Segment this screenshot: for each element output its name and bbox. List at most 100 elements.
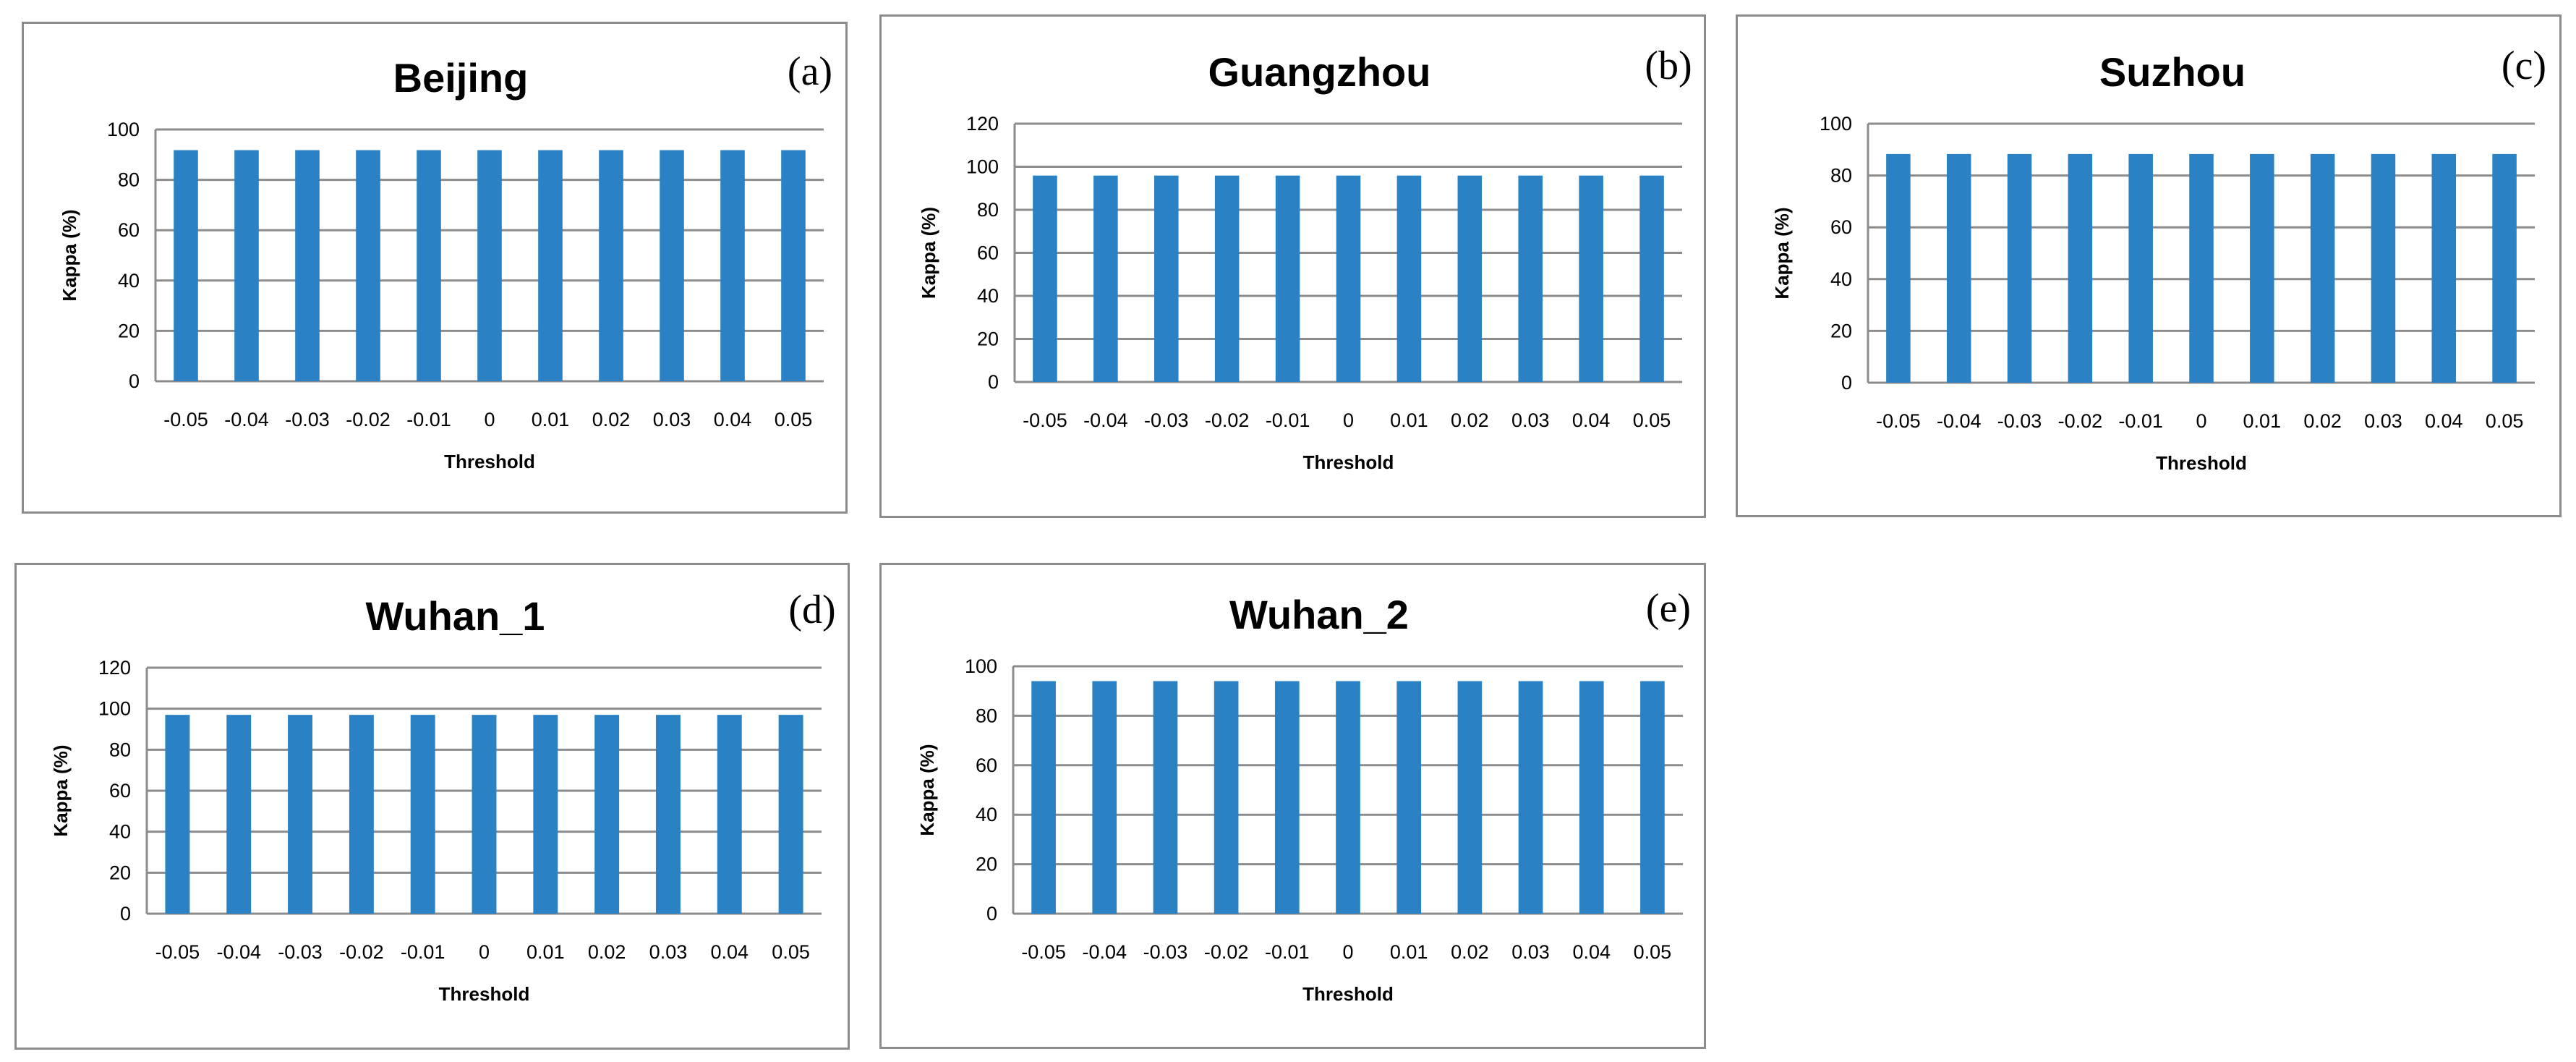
bar	[1579, 681, 1604, 914]
bar	[1275, 175, 1300, 382]
y-tick-label: 80	[118, 169, 140, 191]
x-tick-label: -0.04	[1083, 409, 1128, 431]
chart-svg: Beijing (a) 0 20 40 60 80 100 -0.05 -0.04 -0.03 -0.…	[59, 49, 832, 472]
x-tick-label: -0.01	[401, 941, 445, 963]
x-tick-label: 0	[484, 409, 495, 430]
x-tick-label: 0.05	[1633, 409, 1671, 431]
y-tick-label: 100	[107, 119, 140, 140]
x-tick-label: -0.02	[2058, 410, 2103, 432]
x-tick-label: 0.05	[772, 941, 810, 963]
bar	[1214, 681, 1239, 914]
panel-letter: (e)	[1646, 586, 1691, 631]
y-axis-label: Kappa (%)	[1771, 207, 1793, 299]
bar	[410, 715, 435, 914]
x-tick-label: 0.01	[1390, 409, 1428, 431]
bar	[288, 715, 313, 914]
y-tick-label: 100	[98, 698, 131, 720]
bar	[1640, 681, 1665, 914]
y-tick-label: 80	[109, 739, 131, 760]
y-tick-label: 0	[1841, 372, 1852, 394]
y-tick-label: 20	[118, 320, 140, 341]
bar	[1579, 175, 1603, 382]
y-tick-label: 40	[976, 804, 997, 825]
chart-svg: Guangzhou (b) 0 20 40 60 80 100 120 -0.05 -0.04 -0.…	[918, 43, 1692, 473]
bar	[594, 715, 620, 914]
x-axis-label: Threshold	[1302, 983, 1394, 1005]
bar	[1214, 175, 1240, 382]
y-tick-label: 20	[976, 854, 997, 875]
y-tick-label: 20	[109, 862, 131, 883]
x-tick-label: 0.02	[588, 941, 626, 963]
x-tick-label: -0.05	[1023, 409, 1067, 431]
x-tick-label: 0.05	[1634, 941, 1672, 963]
bar	[2310, 153, 2335, 383]
y-tick-label: 100	[966, 156, 999, 178]
panel-letter: (c)	[2502, 43, 2546, 88]
x-tick-label: -0.04	[216, 941, 261, 963]
x-tick-label: -0.01	[406, 409, 451, 430]
y-tick-label: 0	[986, 903, 997, 925]
bar	[2128, 153, 2153, 383]
x-tick-label: 0.01	[526, 941, 565, 963]
bar	[2250, 153, 2274, 383]
bar	[720, 150, 745, 381]
bar	[2007, 153, 2032, 383]
y-tick-label: 100	[965, 655, 997, 677]
bar	[1092, 681, 1117, 914]
x-tick-label: 0.04	[1572, 409, 1611, 431]
x-tick-label: 0.04	[714, 409, 752, 430]
bar	[226, 715, 252, 914]
chart-svg: Suzhou (c) 0 20 40 60 80 100 -0.05 -0.04 -0.03 -0.0…	[1771, 43, 2546, 474]
y-axis-label: Kappa (%)	[918, 207, 939, 299]
x-tick-label: 0	[1342, 941, 1353, 963]
x-tick-label: 0.03	[649, 941, 688, 963]
chart-panel-d: Wuhan_1 (d) 0 20 40 60 80 100 120 -0.05 -0.04 -0.03…	[14, 563, 850, 1050]
bar	[472, 715, 497, 914]
bar	[1153, 681, 1178, 914]
x-axis-label: Threshold	[2156, 452, 2247, 474]
bar	[1336, 681, 1360, 914]
bar	[2431, 153, 2457, 383]
y-tick-label: 0	[120, 903, 131, 925]
bar	[1457, 175, 1483, 382]
bar	[1396, 681, 1422, 914]
x-tick-label: 0	[1343, 409, 1354, 431]
bar	[1093, 175, 1118, 382]
x-tick-label: -0.01	[1266, 409, 1310, 431]
bar	[477, 150, 502, 381]
x-tick-label: 0.02	[2303, 410, 2342, 432]
chart-svg: Wuhan_1 (d) 0 20 40 60 80 100 120 -0.05 -0.04 -0.03…	[50, 587, 836, 1005]
x-tick-label: 0.02	[1451, 409, 1489, 431]
x-axis-label: Threshold	[1303, 451, 1394, 473]
y-tick-label: 0	[129, 370, 140, 392]
y-tick-label: 60	[977, 242, 999, 264]
x-tick-label: -0.02	[339, 941, 384, 963]
x-tick-label: 0.03	[653, 409, 691, 430]
x-tick-label: 0.03	[1511, 409, 1550, 431]
x-tick-label: 0.04	[710, 941, 749, 963]
y-axis-label: Kappa (%)	[50, 744, 72, 836]
bar	[2189, 153, 2214, 383]
chart-panel-c: Suzhou (c) 0 20 40 60 80 100 -0.05 -0.04 -0.03 -0.0…	[1736, 14, 2562, 517]
x-tick-label: -0.01	[1265, 941, 1310, 963]
panel-letter: (b)	[1645, 43, 1692, 88]
y-tick-label: 40	[977, 285, 999, 307]
y-tick-label: 80	[1830, 165, 1852, 187]
x-tick-label: 0	[2196, 410, 2206, 432]
x-tick-label: 0	[479, 941, 490, 963]
x-tick-label: -0.03	[1143, 941, 1188, 963]
y-tick-label: 120	[966, 113, 999, 135]
x-tick-label: 0.02	[592, 409, 631, 430]
y-tick-label: 20	[977, 328, 999, 350]
bar	[1886, 153, 1911, 383]
y-tick-label: 20	[1830, 320, 1852, 341]
bar	[356, 150, 380, 381]
x-tick-label: -0.05	[1876, 410, 1921, 432]
chart-panel-b: Guangzhou (b) 0 20 40 60 80 100 120 -0.05 -0.04 -0.…	[879, 14, 1706, 518]
y-tick-label: 80	[977, 199, 999, 221]
x-tick-label: -0.04	[1937, 410, 1982, 432]
y-tick-label: 40	[1830, 268, 1852, 290]
bar	[349, 715, 374, 914]
x-tick-label: 0.05	[775, 409, 813, 430]
